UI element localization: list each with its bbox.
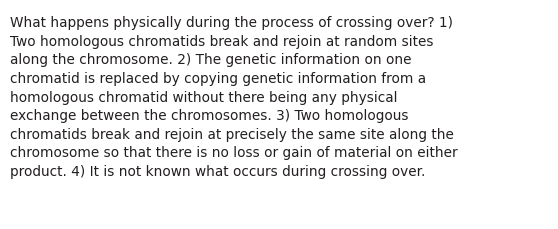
Text: What happens physically during the process of crossing over? 1)
Two homologous c: What happens physically during the proce…: [10, 16, 458, 178]
